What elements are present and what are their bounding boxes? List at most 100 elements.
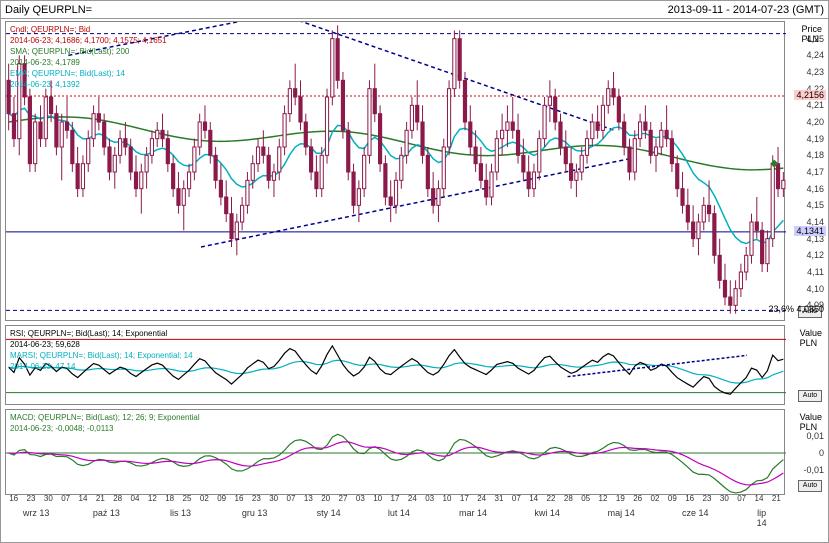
legend-item: 2014-06-23; 59,628 <box>10 339 193 350</box>
x-tick-day: 14 <box>79 494 88 503</box>
legend-item: RSI; QEURPLN=; Bid(Last); 14; Exponentia… <box>10 328 193 339</box>
x-tick-day: 07 <box>61 494 70 503</box>
legend-item: 2014-06-23; 4,1686; 4,1700; 4,1575; 4,16… <box>10 35 167 46</box>
rsi-axis-label: ValuePLN <box>800 328 822 348</box>
x-tick-month: lip 14 <box>751 508 772 528</box>
chart-title: Daily QEURPLN= <box>5 4 92 16</box>
x-tick-day: 12 <box>148 494 157 503</box>
x-tick-day: 23 <box>27 494 36 503</box>
x-tick-month: lut 14 <box>388 508 410 518</box>
x-tick-day: 05 <box>581 494 590 503</box>
y-tick-label: 4,12 <box>786 250 824 260</box>
y-tick-label: 0,01 <box>786 431 824 441</box>
y-tick-label: 4,23 <box>786 67 824 77</box>
x-tick-day: 09 <box>217 494 226 503</box>
x-tick-day: 03 <box>425 494 434 503</box>
x-tick-day: 14 <box>755 494 764 503</box>
legend-item: SMA; QEURPLN=; Bid(Last); 200 <box>10 46 167 57</box>
x-tick-day: 02 <box>651 494 660 503</box>
x-tick-day: 16 <box>9 494 18 503</box>
y-tick-label: 4,10 <box>786 284 824 294</box>
x-tick-month: gru 13 <box>242 508 268 518</box>
x-tick-day: 17 <box>460 494 469 503</box>
x-tick-day: 23 <box>252 494 261 503</box>
x-tick-day: 12 <box>599 494 608 503</box>
legend-item: MARSI; QEURPLN=; Bid(Last); 14; Exponent… <box>10 350 193 361</box>
x-tick-month: sty 14 <box>317 508 341 518</box>
chart-header: Daily QEURPLN= 2013-09-11 - 2014-07-23 (… <box>1 1 828 19</box>
legend-item: 2014-06-23; 4,1392 <box>10 79 167 90</box>
auto-scale-button[interactable]: Auto <box>798 480 822 492</box>
y-tick-label: 4,18 <box>786 150 824 160</box>
x-tick-month: paź 13 <box>93 508 120 518</box>
y-tick-label: 4,24 <box>786 50 824 60</box>
x-tick-day: 04 <box>131 494 140 503</box>
x-tick-day: 02 <box>200 494 209 503</box>
x-tick-day: 07 <box>512 494 521 503</box>
x-tick-month: wrz 13 <box>23 508 50 518</box>
x-tick-month: kwi 14 <box>534 508 560 518</box>
x-tick-day: 09 <box>668 494 677 503</box>
x-tick-day: 18 <box>165 494 174 503</box>
price-panel[interactable]: Cndl; QEURPLN=; Bid2014-06-23; 4,1686; 4… <box>5 21 785 321</box>
x-tick-day: 31 <box>495 494 504 503</box>
chart-container: Daily QEURPLN= 2013-09-11 - 2014-07-23 (… <box>0 0 829 543</box>
chart-date-range: 2013-09-11 - 2014-07-23 (GMT) <box>668 4 824 16</box>
y-tick-label: 4,16 <box>786 184 824 194</box>
x-tick-day: 03 <box>356 494 365 503</box>
auto-scale-button[interactable]: Auto <box>798 390 822 402</box>
x-tick-day: 07 <box>287 494 296 503</box>
x-tick-day: 23 <box>703 494 712 503</box>
legend-item: 2014-06-23; 47,14 <box>10 361 193 372</box>
x-tick-day: 26 <box>633 494 642 503</box>
y-tick-label: 4,11 <box>786 267 824 277</box>
x-tick-day: 30 <box>720 494 729 503</box>
hline-label: 4,2156 <box>794 90 826 100</box>
x-tick-day: 17 <box>391 494 400 503</box>
x-tick-day: 16 <box>235 494 244 503</box>
x-tick-day: 28 <box>564 494 573 503</box>
x-tick-month: lis 13 <box>170 508 191 518</box>
legend-item: Cndl; QEURPLN=; Bid <box>10 24 167 35</box>
x-tick-month: maj 14 <box>608 508 635 518</box>
y-tick-label: 4,21 <box>786 100 824 110</box>
x-tick-day: 24 <box>477 494 486 503</box>
x-tick-month: cze 14 <box>682 508 709 518</box>
macd-axis-label: ValuePLN <box>800 412 822 432</box>
x-tick-day: 24 <box>408 494 417 503</box>
y-tick-label: -0,01 <box>786 465 824 475</box>
x-tick-day: 19 <box>616 494 625 503</box>
x-tick-day: 16 <box>685 494 694 503</box>
x-tick-day: 22 <box>547 494 556 503</box>
x-tick-day: 25 <box>183 494 192 503</box>
legend-item: MACD; QEURPLN=; Bid(Last); 12; 26; 9; Ex… <box>10 412 200 423</box>
price-y-axis: 4,094,104,114,124,134,144,154,164,174,18… <box>784 22 824 320</box>
price-legend: Cndl; QEURPLN=; Bid2014-06-23; 4,1686; 4… <box>10 24 167 90</box>
x-tick-day: 27 <box>339 494 348 503</box>
legend-item: 2014-06-23; -0,0048; -0,0113 <box>10 423 200 434</box>
rsi-legend: RSI; QEURPLN=; Bid(Last); 14; Exponentia… <box>10 328 193 372</box>
x-tick-day: 07 <box>737 494 746 503</box>
x-tick-day: 30 <box>269 494 278 503</box>
x-tick-day: 14 <box>529 494 538 503</box>
hline-label: 4,1341 <box>794 226 826 236</box>
price-axis-label: PricePLN <box>801 24 822 44</box>
rsi-panel[interactable]: RSI; QEURPLN=; Bid(Last); 14; Exponentia… <box>5 325 785 405</box>
x-tick-day: 28 <box>113 494 122 503</box>
x-tick-month: mar 14 <box>459 508 487 518</box>
time-x-axis: 1623300714212804121825020916233007132027… <box>5 494 783 538</box>
macd-legend: MACD; QEURPLN=; Bid(Last); 12; 26; 9; Ex… <box>10 412 200 434</box>
x-tick-day: 30 <box>44 494 53 503</box>
macd-panel[interactable]: MACD; QEURPLN=; Bid(Last); 12; 26; 9; Ex… <box>5 409 785 495</box>
x-tick-day: 21 <box>96 494 105 503</box>
x-tick-day: 10 <box>373 494 382 503</box>
y-tick-label: 4,19 <box>786 134 824 144</box>
x-tick-day: 21 <box>772 494 781 503</box>
legend-item: EMA; QEURPLN=; Bid(Last); 14 <box>10 68 167 79</box>
y-tick-label: 4,15 <box>786 200 824 210</box>
y-tick-label: 4,17 <box>786 167 824 177</box>
y-tick-label: 4,20 <box>786 117 824 127</box>
x-tick-day: 10 <box>443 494 452 503</box>
x-tick-day: 20 <box>321 494 330 503</box>
hline-label: 23,6% 4,0850 <box>766 304 826 314</box>
